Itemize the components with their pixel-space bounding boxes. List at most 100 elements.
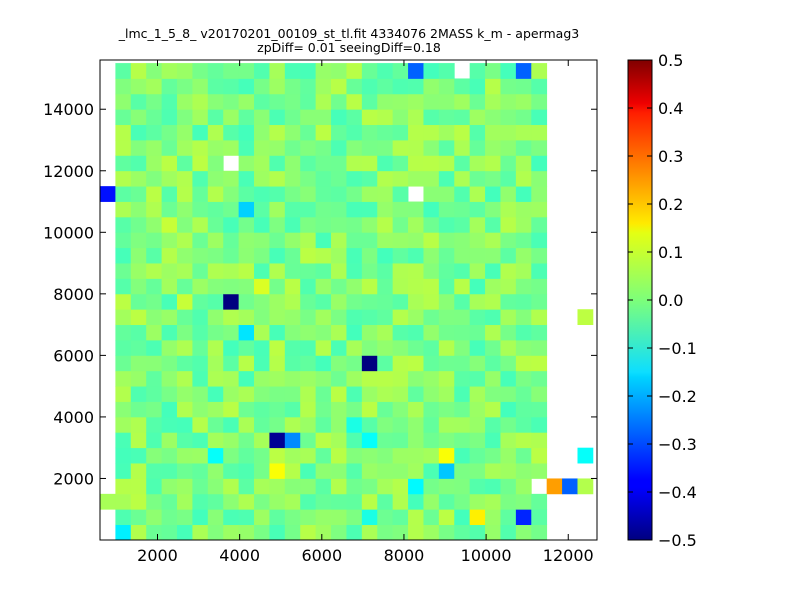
heatmap-cell	[485, 447, 501, 464]
heatmap-cell	[284, 401, 301, 418]
heatmap-cell	[161, 124, 178, 141]
heatmap-cell	[361, 493, 378, 510]
heatmap-cell	[192, 401, 209, 418]
heatmap-cell	[315, 186, 332, 202]
heatmap-cell	[146, 401, 163, 418]
heatmap-cell	[146, 278, 163, 295]
heatmap-cell	[377, 370, 394, 387]
heatmap-cell	[269, 140, 286, 156]
heatmap-cell	[361, 63, 378, 79]
heatmap-cell	[531, 63, 548, 79]
heatmap-cell	[485, 216, 501, 233]
heatmap-cell	[238, 524, 255, 541]
heatmap-cell	[238, 278, 255, 295]
heatmap-cell	[423, 355, 440, 372]
heatmap-cell	[300, 340, 317, 356]
heatmap-cell	[531, 309, 548, 326]
heatmap-cell	[300, 493, 317, 510]
heatmap-cell	[500, 370, 517, 387]
heatmap-cell	[438, 386, 455, 402]
heatmap-cell	[207, 293, 224, 310]
heatmap-cell	[315, 109, 332, 126]
heatmap-cell	[223, 186, 240, 202]
heatmap-cell	[377, 416, 394, 433]
heatmap-cell	[146, 216, 163, 233]
heatmap-cell	[531, 78, 548, 95]
heatmap-cell	[269, 263, 286, 279]
heatmap-cell	[223, 370, 240, 387]
heatmap-cell	[377, 524, 394, 541]
heatmap-cell	[130, 232, 147, 249]
heatmap-cell	[254, 416, 270, 433]
heatmap-cell	[423, 478, 440, 495]
heatmap-cell	[238, 293, 255, 310]
heatmap-cell	[423, 309, 440, 326]
heatmap-cell	[269, 186, 286, 202]
heatmap-cell	[161, 524, 178, 541]
heatmap-cell	[192, 109, 209, 126]
heatmap-cell	[438, 124, 455, 141]
heatmap-cell	[115, 278, 132, 295]
heatmap-cell	[331, 478, 347, 495]
heatmap-cell	[346, 293, 363, 310]
heatmap-cell	[115, 432, 132, 449]
heatmap-cell	[377, 509, 394, 526]
heatmap-cell	[115, 478, 132, 495]
heatmap-cell	[269, 478, 286, 495]
heatmap-cell	[146, 524, 163, 541]
heatmap-cell	[469, 109, 486, 126]
heatmap-cell	[192, 493, 209, 510]
heatmap-cell	[115, 447, 132, 464]
heatmap-cell	[408, 263, 424, 279]
heatmap-cell	[515, 278, 532, 295]
heatmap-cell	[161, 93, 178, 110]
heatmap-cell	[254, 155, 270, 172]
heatmap-cell	[361, 124, 378, 141]
heatmap-cell	[346, 278, 363, 295]
heatmap-cell	[531, 155, 548, 172]
heatmap-cell	[238, 155, 255, 172]
heatmap-cell	[361, 324, 378, 341]
heatmap-cell	[346, 524, 363, 541]
heatmap-cell	[207, 324, 224, 341]
heatmap-cell	[377, 247, 394, 264]
heatmap-cell	[192, 463, 209, 479]
heatmap-cell	[331, 170, 347, 187]
heatmap-cell	[377, 170, 394, 187]
heatmap-cell	[315, 93, 332, 110]
heatmap-cell	[254, 463, 270, 479]
heatmap-cell	[392, 509, 409, 526]
heatmap-cell	[485, 247, 501, 264]
colorbar-tick-label: −0.5	[658, 531, 697, 550]
y-tick-label: 8000	[53, 285, 94, 304]
heatmap-cell	[438, 263, 455, 279]
heatmap-cell	[515, 155, 532, 172]
heatmap-cell	[238, 109, 255, 126]
heatmap-cell	[346, 247, 363, 264]
heatmap-cell	[515, 524, 532, 541]
heatmap-cell	[531, 401, 548, 418]
heatmap-cell	[469, 493, 486, 510]
heatmap-cell	[331, 340, 347, 356]
heatmap-cell	[531, 263, 548, 279]
heatmap-cell	[469, 447, 486, 464]
heatmap-cell	[423, 263, 440, 279]
heatmap-cell	[192, 416, 209, 433]
heatmap-cell	[192, 370, 209, 387]
heatmap-cell	[454, 524, 471, 541]
heatmap-cell	[161, 370, 178, 387]
heatmap-cell	[469, 463, 486, 479]
heatmap-cell	[346, 386, 363, 402]
heatmap-cell	[315, 509, 332, 526]
heatmap-cell	[269, 170, 286, 187]
heatmap-cell	[438, 493, 455, 510]
heatmap-cell	[454, 170, 471, 187]
heatmap-cell	[500, 416, 517, 433]
heatmap-cell	[315, 324, 332, 341]
heatmap-cell	[408, 293, 424, 310]
heatmap-cell	[223, 247, 240, 264]
heatmap-cell	[454, 216, 471, 233]
heatmap-cell	[254, 340, 270, 356]
heatmap-cell	[284, 140, 301, 156]
heatmap-cell	[130, 263, 147, 279]
